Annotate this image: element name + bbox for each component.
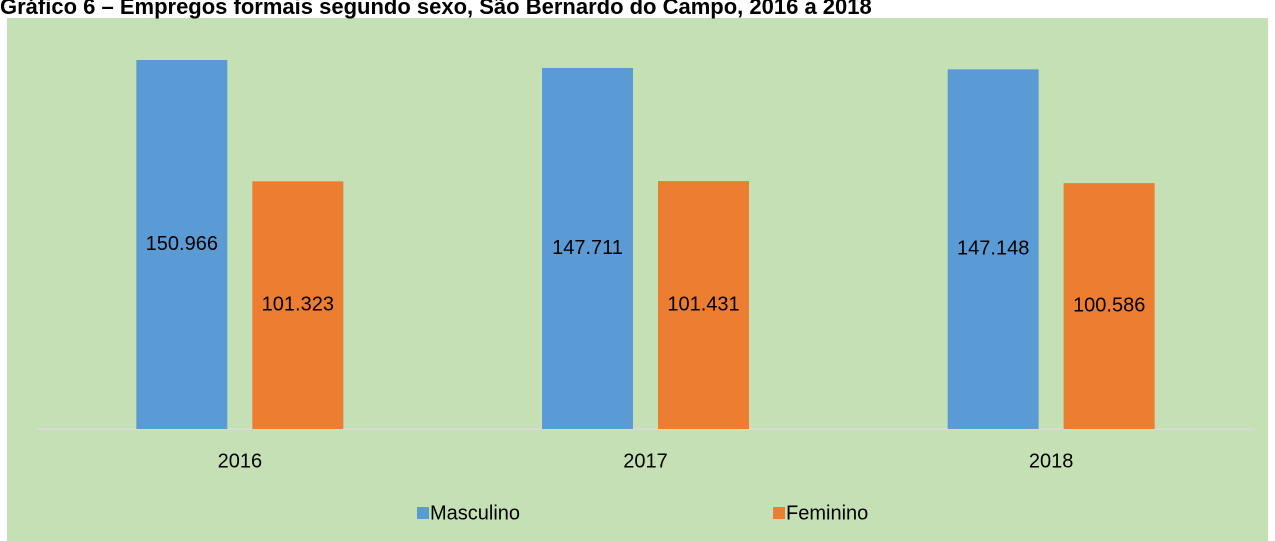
legend-swatch (773, 507, 785, 519)
data-label: 150.966 (146, 233, 218, 255)
chart-title: Gráfico 6 – Empregos formais segundo sex… (0, 0, 872, 19)
data-label: 101.431 (667, 293, 739, 315)
bar (252, 181, 344, 429)
data-label: 100.586 (1073, 294, 1145, 316)
x-tick-label: 2018 (1029, 450, 1074, 472)
bar (542, 67, 633, 430)
data-label: 101.323 (262, 293, 334, 315)
bar (947, 69, 1039, 429)
bar (1063, 183, 1155, 429)
x-tick-label: 2016 (218, 450, 263, 472)
legend-label: Masculino (430, 502, 520, 524)
x-tick-label: 2017 (623, 450, 668, 472)
bar (658, 181, 749, 429)
data-label: 147.148 (957, 237, 1029, 259)
bar (136, 60, 228, 429)
legend-swatch (417, 507, 429, 519)
legend-label: Feminino (786, 502, 868, 524)
data-label: 147.711 (552, 237, 623, 259)
